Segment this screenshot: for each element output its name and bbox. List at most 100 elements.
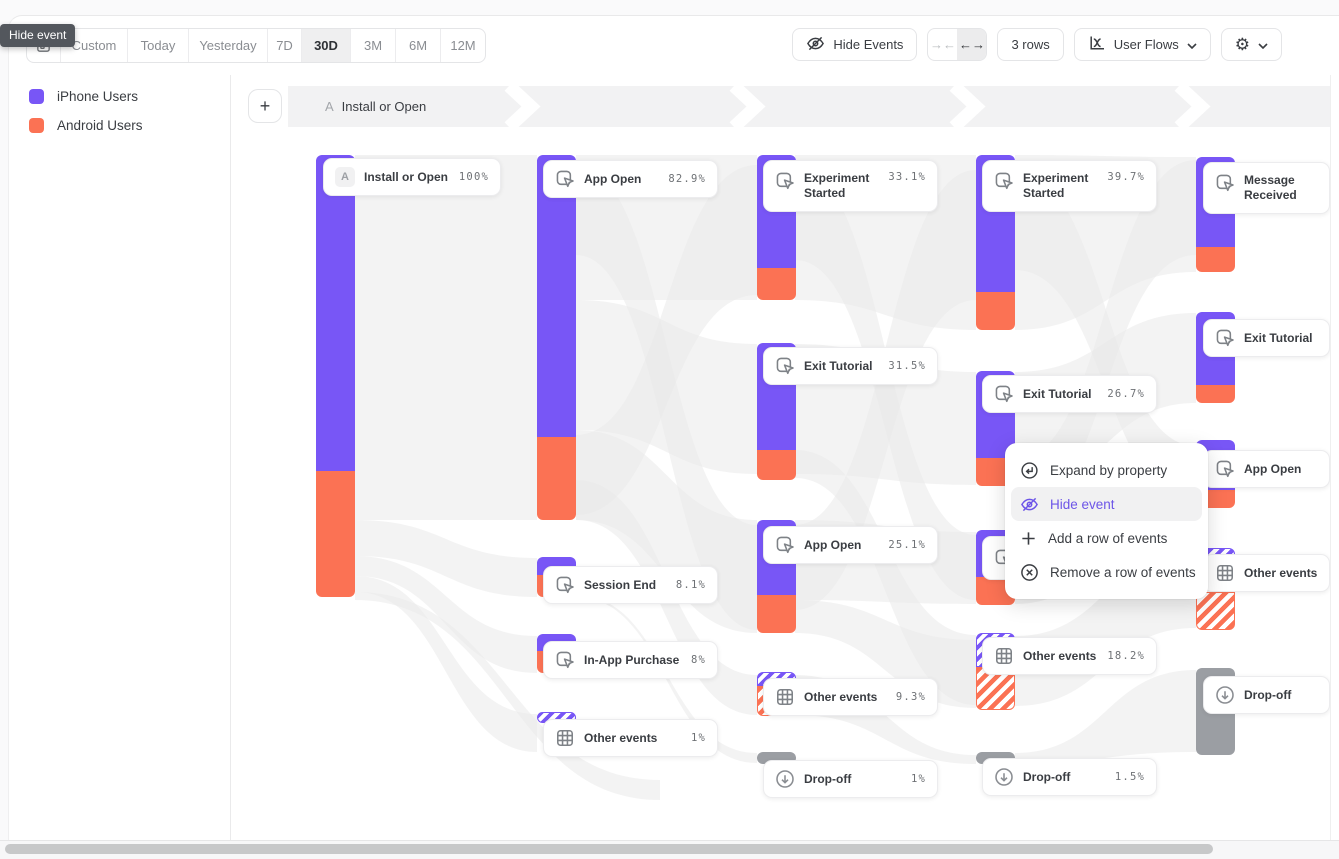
legend-swatch: [29, 118, 44, 133]
event-icon: [555, 169, 575, 189]
flow-bar-segment[interactable]: [1196, 592, 1235, 630]
flow-bar-segment[interactable]: [757, 595, 796, 633]
event-card-message-received[interactable]: Message Received: [1203, 162, 1330, 214]
event-icon: [775, 535, 795, 555]
step-banner-label: A Install or Open: [325, 86, 426, 127]
menu-item-remove-a-row-of-events[interactable]: Remove a row of events: [1011, 555, 1202, 589]
legend-item-android-users[interactable]: Android Users: [29, 118, 230, 133]
legend: iPhone Users Android Users: [0, 75, 230, 133]
event-card-app-open[interactable]: App Open: [1203, 450, 1330, 488]
gear-icon: ⚙: [1234, 35, 1250, 54]
event-label: Session End: [584, 577, 657, 592]
event-card-other-events[interactable]: Other events 18.2%: [982, 637, 1157, 675]
event-card-exit-tutorial[interactable]: Exit Tutorial: [1203, 319, 1330, 357]
hide-events-button[interactable]: Hide Events: [792, 28, 918, 61]
event-percent: 26.7%: [1107, 388, 1145, 400]
event-card-other-events[interactable]: Other events 9.3%: [763, 678, 938, 716]
event-card-app-open[interactable]: App Open 25.1%: [763, 526, 938, 564]
event-card-experiment-started[interactable]: Experiment Started 39.7%: [982, 160, 1157, 212]
other-events-icon: [1215, 563, 1235, 583]
flow-bar-segment[interactable]: [976, 292, 1015, 330]
event-card-other-events[interactable]: Other events 1%: [543, 719, 718, 757]
event-icon: [994, 384, 1014, 404]
event-card-install-or-open[interactable]: A Install or Open 100%: [323, 158, 501, 196]
date-range-yesterday[interactable]: Yesterday: [189, 29, 268, 62]
event-label: Exit Tutorial: [1023, 386, 1092, 401]
event-icon: [1215, 459, 1235, 479]
event-card-session-end[interactable]: Session End 8.1%: [543, 566, 718, 604]
menu-item-expand-by-property[interactable]: Expand by property: [1011, 453, 1202, 487]
event-context-menu: Expand by property Hide event Add a row …: [1005, 443, 1208, 599]
drop-off-icon: [994, 767, 1014, 787]
event-percent: 1.5%: [1114, 771, 1145, 783]
event-icon: [555, 575, 575, 595]
event-card-in-app-purchase[interactable]: In-App Purchase 8%: [543, 641, 718, 679]
legend-item-iphone-users[interactable]: iPhone Users: [29, 89, 230, 104]
horizontal-scrollbar-track[interactable]: [0, 840, 1339, 859]
event-icon: [994, 171, 1014, 191]
view-label: User Flows: [1113, 37, 1179, 52]
event-percent: 31.5%: [888, 360, 926, 372]
date-range-30d[interactable]: 30D: [302, 29, 351, 62]
event-label: Other events: [804, 689, 878, 704]
flow-bar-segment[interactable]: [316, 155, 355, 471]
canvas-right-edge: [1330, 75, 1339, 840]
event-card-other-events[interactable]: Other events: [1203, 554, 1330, 592]
event-label: Other events: [1023, 648, 1097, 663]
settings-button[interactable]: ⚙: [1220, 28, 1282, 61]
event-card-exit-tutorial[interactable]: Exit Tutorial 31.5%: [763, 347, 938, 385]
event-percent: 8%: [690, 654, 706, 666]
collapse-columns-button[interactable]: →←: [929, 37, 956, 52]
event-card-exit-tutorial[interactable]: Exit Tutorial 26.7%: [982, 375, 1157, 413]
step-banner: A Install or Open: [288, 86, 1339, 127]
event-card-app-open[interactable]: App Open 82.9%: [543, 160, 718, 198]
date-range-today[interactable]: Today: [128, 29, 189, 62]
event-label: In-App Purchase: [584, 652, 680, 667]
step-letter-badge: A: [335, 167, 355, 187]
event-card-drop-off[interactable]: Drop-off 1.5%: [982, 758, 1157, 796]
step-name: Install or Open: [341, 99, 427, 114]
flow-bar-segment[interactable]: [757, 268, 796, 300]
flow-bar-segment[interactable]: [1196, 385, 1235, 403]
rows-button[interactable]: 3 rows: [997, 28, 1064, 61]
view-selector[interactable]: User Flows: [1073, 28, 1211, 61]
event-percent: 25.1%: [888, 539, 926, 551]
event-label: Exit Tutorial: [1244, 330, 1313, 345]
add-step-button[interactable]: +: [248, 89, 282, 123]
event-label: App Open: [584, 171, 642, 186]
flow-bar-segment[interactable]: [1196, 247, 1235, 272]
event-percent: 82.9%: [668, 173, 706, 185]
event-percent: 1%: [910, 773, 926, 785]
step-letter-badge: A: [335, 167, 355, 187]
event-card-drop-off[interactable]: Drop-off: [1203, 676, 1330, 714]
date-range-7d[interactable]: 7D: [268, 29, 302, 62]
cursor-tooltip: Hide event: [0, 24, 76, 47]
event-percent: 18.2%: [1107, 650, 1145, 662]
flow-bar-segment[interactable]: [757, 450, 796, 480]
step-letter: A: [325, 99, 334, 114]
event-label: Install or Open: [364, 169, 449, 184]
event-card-experiment-started[interactable]: Experiment Started 33.1%: [763, 160, 938, 212]
rows-label: 3 rows: [1011, 37, 1050, 52]
expand-columns-button[interactable]: ←→: [957, 29, 987, 60]
menu-item-add-a-row-of-events[interactable]: Add a row of events: [1011, 521, 1202, 555]
date-range-custom[interactable]: Custom: [61, 29, 128, 62]
date-range-12m[interactable]: 12M: [450, 38, 476, 53]
date-range-6m[interactable]: 6M: [396, 29, 441, 62]
event-label: Other events: [1244, 565, 1318, 580]
date-range-bar: Custom Today Yesterday 7D 30D 3M 6M 12M: [26, 28, 486, 63]
event-percent: 9.3%: [895, 691, 926, 703]
expand-by-property-icon: [1020, 461, 1039, 480]
event-icon: [1215, 328, 1235, 348]
event-label: Drop-off: [1244, 687, 1292, 702]
event-card-drop-off[interactable]: Drop-off 1%: [763, 760, 938, 798]
flow-bar-segment[interactable]: [316, 471, 355, 597]
menu-item-hide-event[interactable]: Hide event: [1011, 487, 1202, 521]
event-icon: [775, 356, 795, 376]
horizontal-scrollbar-thumb[interactable]: [5, 844, 1213, 854]
chevron-down-icon: [1258, 37, 1268, 52]
drop-off-icon: [775, 769, 795, 789]
flow-bar-segment[interactable]: [537, 437, 576, 520]
flow-bar-segment[interactable]: [537, 155, 576, 437]
date-range-3m[interactable]: 3M: [351, 29, 396, 62]
